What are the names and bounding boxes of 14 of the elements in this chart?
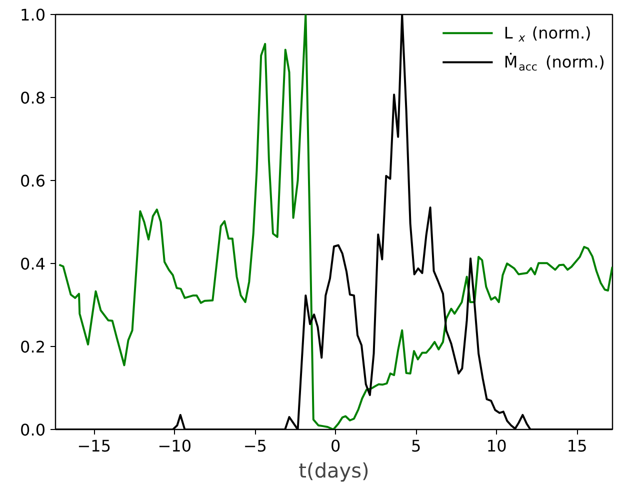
x-tick-label: −15 — [77, 436, 112, 456]
x-tick-label: 10 — [486, 436, 507, 456]
y-tick-label: 0.4 — [20, 254, 46, 274]
y-tick-label: 0.8 — [20, 88, 46, 108]
y-tick-label: 0.6 — [20, 172, 46, 190]
x-tick-label: 0 — [330, 436, 341, 456]
x-axis-title: t(days) — [298, 458, 370, 482]
x-tick-label: 5 — [411, 436, 422, 456]
y-tick-label: 1.0 — [20, 6, 46, 24]
y-tick-label: 0.0 — [20, 420, 46, 440]
x-tick-label: −10 — [158, 436, 192, 456]
y-tick-label: 0.2 — [20, 338, 46, 356]
x-tick-label: 15 — [566, 436, 588, 456]
x-tick-label: −5 — [243, 436, 267, 456]
